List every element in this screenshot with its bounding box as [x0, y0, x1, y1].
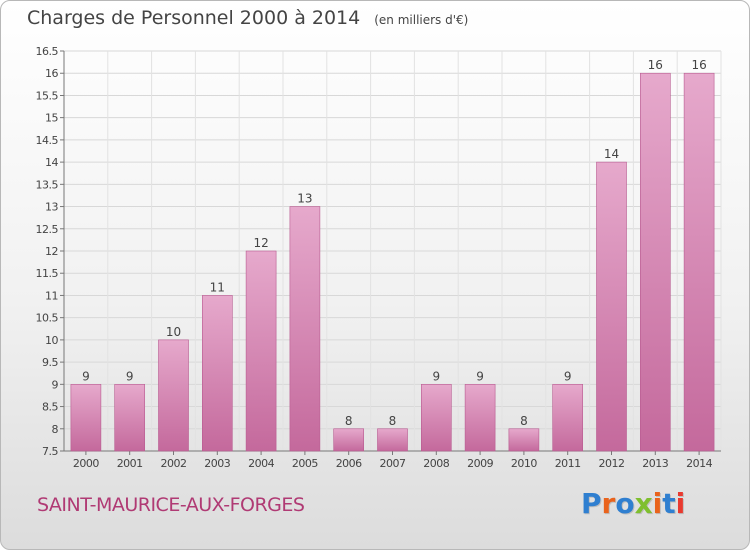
bar — [333, 428, 365, 452]
logo-letter: i — [675, 487, 686, 520]
chart-title: Charges de Personnel 2000 à 2014 (en mill… — [27, 7, 468, 29]
chart-unit-label: (en milliers d'€) — [374, 13, 469, 27]
data-label: 16 — [648, 58, 663, 72]
y-tick-label: 12 — [45, 245, 58, 258]
logo-letter: t — [662, 487, 676, 520]
x-tick-label: 2013 — [642, 457, 668, 470]
data-labels: 9 9 10 11 12 13 8 8 9 9 8 9 14 16 16 — [82, 58, 707, 428]
bar — [508, 428, 540, 452]
bars — [70, 72, 715, 452]
bar — [552, 384, 584, 452]
y-tick-label: 15.5 — [36, 89, 59, 102]
bar — [114, 384, 145, 452]
bar — [464, 384, 496, 452]
bar — [377, 428, 408, 452]
y-tick-label: 9 — [52, 378, 59, 391]
data-label: 9 — [126, 369, 134, 383]
y-tick-label: 14 — [45, 156, 58, 169]
bar — [202, 295, 233, 452]
y-tick-label: 15 — [45, 112, 58, 125]
x-tick-label: 2005 — [292, 457, 318, 470]
y-tick-label: 16 — [45, 67, 58, 80]
x-tick-label: 2006 — [336, 457, 362, 470]
chart-title-text: Charges de Personnel 2000 à 2014 — [27, 7, 361, 29]
x-tick-label: 2001 — [117, 457, 143, 470]
bar — [420, 384, 452, 452]
data-label: 11 — [210, 280, 225, 294]
y-tick-label: 13 — [45, 201, 58, 214]
y-tick-label: 10.5 — [36, 312, 59, 325]
data-label: 9 — [564, 369, 572, 383]
data-label: 8 — [345, 414, 353, 428]
data-label: 8 — [389, 414, 397, 428]
x-tick-label: 2007 — [380, 457, 406, 470]
data-label: 14 — [604, 147, 619, 161]
x-tick-label: 2009 — [467, 457, 493, 470]
y-tick-label: 8.5 — [42, 401, 58, 414]
x-tick-label: 2012 — [599, 457, 625, 470]
y-tick-label: 7.5 — [42, 445, 58, 458]
data-label: 16 — [691, 58, 706, 72]
y-tick-label: 10 — [45, 334, 58, 347]
data-label: 9 — [432, 369, 440, 383]
data-label: 12 — [253, 236, 268, 250]
bar — [245, 250, 277, 452]
x-tick-label: 2003 — [204, 457, 230, 470]
logo-letter: o — [615, 487, 635, 520]
data-label: 8 — [520, 414, 528, 428]
data-label: 9 — [82, 369, 90, 383]
bar — [683, 72, 715, 452]
y-tick-label: 11.5 — [36, 267, 59, 280]
tick-labels: 7.5 8 8.5 9 9.5 10 10.5 11 11.5 12 12.5 13 13.5 14 14.… — [36, 45, 714, 470]
logo-letter: P — [581, 487, 602, 520]
y-tick-label: 16.5 — [36, 45, 59, 58]
logo-letter: i — [652, 487, 663, 520]
y-tick-label: 13.5 — [36, 178, 59, 191]
x-tick-label: 2008 — [423, 457, 449, 470]
y-tick-label: 12.5 — [36, 223, 59, 236]
bar — [70, 384, 102, 452]
bar — [289, 206, 321, 452]
y-tick-label: 8 — [52, 423, 59, 436]
x-tick-label: 2002 — [161, 457, 187, 470]
x-tick-label: 2004 — [248, 457, 274, 470]
bar — [596, 161, 627, 452]
y-tick-label: 9.5 — [42, 356, 58, 369]
data-label: 13 — [297, 192, 312, 206]
x-tick-label: 2010 — [511, 457, 537, 470]
y-tick-label: 11 — [45, 289, 58, 302]
x-tick-label: 2014 — [686, 457, 712, 470]
logo-letter: r — [601, 487, 616, 520]
x-tick-label: 2011 — [555, 457, 581, 470]
proxiti-logo[interactable]: Proxiti — [581, 487, 685, 520]
data-label: 9 — [476, 369, 484, 383]
bar — [158, 339, 189, 452]
bar — [639, 72, 671, 452]
logo-letter: x — [634, 487, 653, 520]
data-label: 10 — [166, 325, 181, 339]
y-tick-label: 14.5 — [36, 134, 59, 147]
x-tick-label: 2000 — [73, 457, 99, 470]
town-name: SAINT-MAURICE-AUX-FORGES — [37, 494, 305, 516]
